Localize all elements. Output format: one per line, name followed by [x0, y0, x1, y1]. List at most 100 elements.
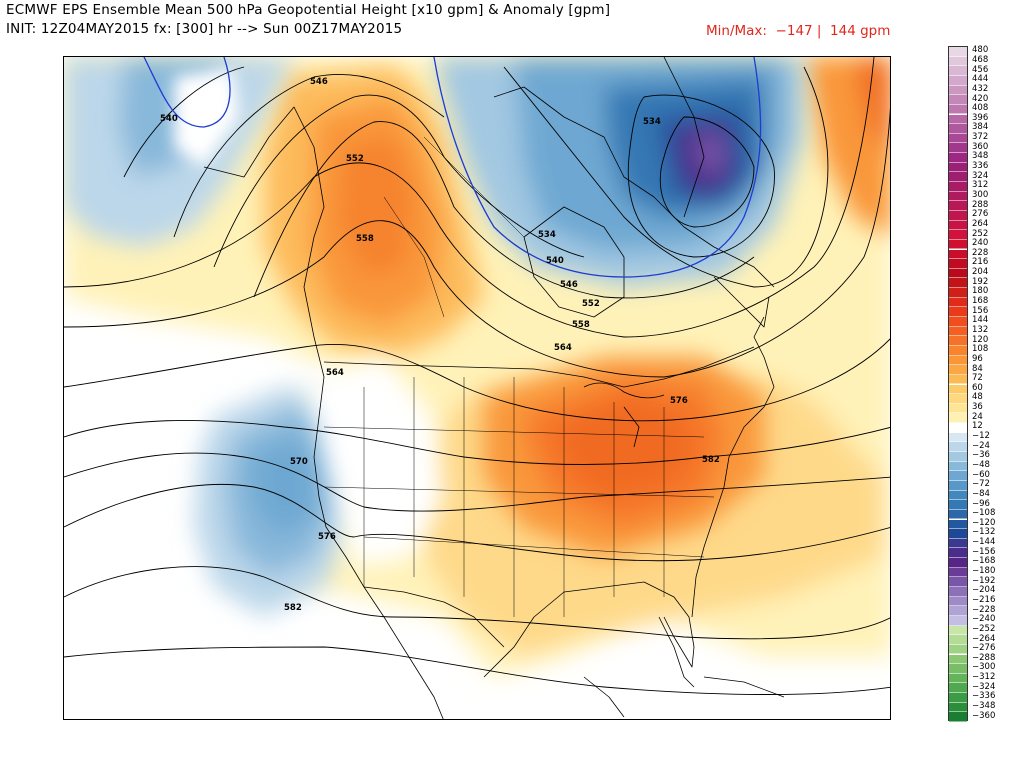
colorbar-tick-label: 120: [972, 334, 989, 345]
colorbar-swatch: [949, 104, 967, 115]
colorbar-swatch: [949, 326, 967, 337]
colorbar-swatch: [949, 384, 967, 395]
colorbar-swatch: [949, 288, 967, 298]
colorbar-swatch: [949, 625, 967, 636]
colorbar-swatch: [949, 259, 967, 269]
contour-label: 540: [546, 256, 564, 266]
yucatan: [583, 676, 625, 718]
california-cutoff-low: [194, 387, 364, 617]
colorbar-tick-label: 216: [972, 257, 989, 268]
colorbar-tick-label: 156: [972, 305, 989, 316]
colorbar-tick-label: −156: [972, 546, 996, 557]
colorbar-tick-label: 252: [972, 228, 989, 239]
colorbar-swatch: [949, 596, 967, 607]
colorbar-swatch: [949, 355, 967, 366]
colorbar-tick-label: 180: [972, 286, 989, 297]
alaska-white-gap: [174, 67, 239, 167]
chart-title: ECMWF EPS Ensemble Mean 500 hPa Geopoten…: [6, 2, 611, 18]
anomaly-colorbar: [948, 46, 968, 722]
colorbar-tick-label: 384: [972, 122, 989, 133]
colorbar-swatch: [949, 220, 967, 231]
colorbar-tick-label: 60: [972, 382, 983, 393]
colorbar-swatch: [949, 365, 967, 375]
colorbar-swatch: [949, 529, 967, 539]
colorbar-tick-label: 108: [972, 344, 989, 355]
colorbar-swatch: [949, 182, 967, 192]
contour-label: 540: [160, 114, 178, 124]
colorbar-tick-label: 96: [972, 353, 983, 364]
atlantic-coastline: [691, 316, 775, 618]
colorbar-swatch: [949, 249, 967, 260]
anomaly-shading: [64, 57, 890, 677]
florida: [658, 616, 695, 688]
colorbar-swatch: [949, 133, 967, 144]
colorbar-tick-label: 444: [972, 74, 989, 85]
pacific-northwest-ridge: [264, 67, 484, 357]
anomaly-map: 540 546 552 558 564 570 576 582 534 534 …: [63, 56, 891, 720]
contour-label: 534: [643, 117, 661, 127]
colorbar-swatch: [949, 500, 967, 510]
colorbar-swatch: [949, 413, 967, 424]
colorbar-swatch: [949, 114, 967, 125]
pacific-coastline: [203, 106, 444, 719]
colorbar-swatch: [949, 673, 967, 684]
colorbar-tick-label: 432: [972, 83, 989, 94]
colorbar-swatch: [949, 394, 967, 404]
colorbar-swatch: [949, 374, 967, 385]
colorbar-tick-label: 192: [972, 276, 989, 287]
colorbar-tick-label: −132: [972, 527, 996, 538]
colorbar-tick-label: 396: [972, 112, 989, 123]
contour-label: 546: [560, 280, 578, 290]
colorbar-swatch: [949, 210, 967, 221]
colorbar-tick-label: 276: [972, 209, 989, 220]
blue-5400-contour: [143, 57, 762, 278]
colorbar-tick-label: 132: [972, 324, 989, 335]
colorbar-tick-label: 372: [972, 132, 989, 143]
colorbar-tick-label: 84: [972, 363, 983, 374]
colorbar-tick-label: −228: [972, 604, 996, 615]
colorbar-swatch: [949, 95, 967, 105]
colorbar-tick-label: −264: [972, 633, 996, 644]
colorbar-tick-label: 12: [972, 421, 983, 432]
colorbar-swatch: [949, 635, 967, 645]
colorbar-tick-label: 24: [972, 411, 983, 422]
colorbar-swatch: [949, 480, 967, 491]
colorbar-tick-label: −360: [972, 710, 996, 721]
colorbar-swatch: [949, 423, 967, 433]
colorbar-tick-label: 144: [972, 315, 989, 326]
colorbar-tick-label: 468: [972, 54, 989, 65]
colorbar-tick-label: −312: [972, 672, 996, 683]
colorbar-swatch: [949, 172, 967, 182]
us-mexico-border: [363, 586, 505, 648]
colorbar-tick-label: −288: [972, 652, 996, 663]
colorbar-tick-label: −276: [972, 643, 996, 654]
contour-label: 582: [702, 455, 720, 465]
colorbar-swatch: [949, 577, 967, 587]
contour-label: 564: [326, 368, 344, 378]
init-forecast-line: INIT: 12Z04MAY2015 fx: [300] hr --> Sun …: [6, 21, 403, 37]
colorbar-swatch: [949, 606, 967, 616]
colorbar-swatch: [949, 693, 967, 703]
colorbar-swatch: [949, 615, 967, 626]
colorbar-tick-label: −300: [972, 662, 996, 673]
canada-us-border: [323, 346, 755, 388]
colorbar-tick-label: 72: [972, 373, 983, 384]
colorbar-swatch: [949, 56, 967, 67]
colorbar-tick-label: 360: [972, 141, 989, 152]
contour-label: 570: [290, 457, 308, 467]
contour-label: 582: [284, 603, 302, 613]
contour-label: 558: [356, 234, 374, 244]
colorbar-swatch: [949, 664, 967, 674]
labrador-coast: [713, 276, 770, 328]
cuba: [703, 676, 785, 698]
contour-labels: 540 546 552 558 564 570 576 582 534 534 …: [160, 77, 720, 613]
colorbar-tick-label: −180: [972, 566, 996, 577]
colorbar-swatch: [949, 548, 967, 559]
colorbar-swatch: [949, 317, 967, 327]
colorbar-swatch: [949, 75, 967, 86]
southwest-neutral-white: [304, 357, 444, 567]
colorbar-tick-label: −72: [972, 479, 990, 490]
colorbar-tick-label: −24: [972, 440, 990, 451]
colorbar-swatch: [949, 702, 967, 713]
greenland-baffin-trough: [434, 57, 804, 287]
